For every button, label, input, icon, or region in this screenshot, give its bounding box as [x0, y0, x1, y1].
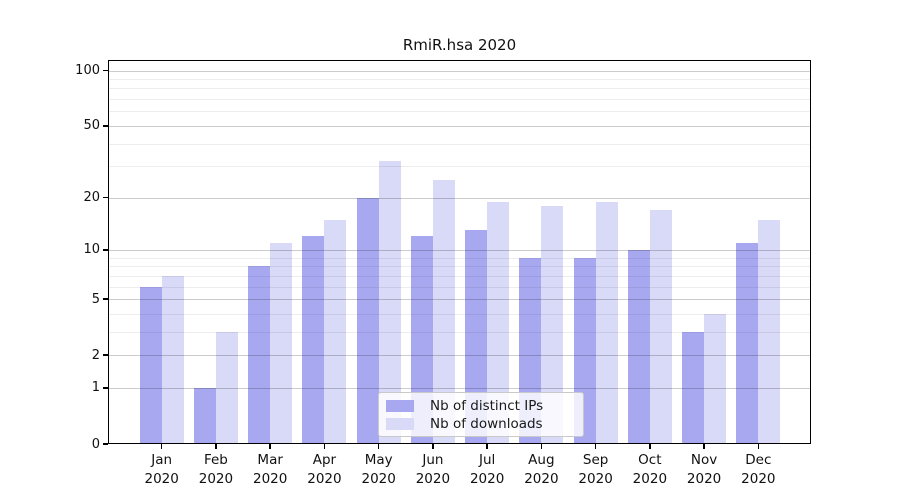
gridline-major-1: [108, 387, 811, 389]
bar-distinct-ips-oct: [627, 249, 650, 443]
bar-downloads-jan: [161, 275, 184, 443]
bar-distinct-ips-mar: [248, 266, 271, 443]
x-tick-sep: [594, 444, 597, 449]
x-tick-aug: [540, 444, 543, 449]
bar-downloads-nov: [704, 313, 727, 443]
gridline-minor-8: [108, 266, 811, 268]
x-tick-oct: [649, 444, 651, 449]
bar-downloads-feb: [215, 331, 238, 443]
x-tick-feb: [215, 444, 217, 449]
x-tick-label-may: May 2020: [361, 452, 396, 487]
gridline-minor-40: [108, 143, 811, 145]
x-tick-apr: [323, 444, 326, 449]
x-tick-jan: [160, 444, 163, 449]
y-tick-label-0: 0: [91, 436, 100, 452]
legend-row-downloads: Nb of downloads: [386, 417, 583, 431]
x-tick-jul: [486, 444, 488, 449]
bar-distinct-ips-jun: [410, 236, 433, 443]
gridline-minor-6: [108, 286, 811, 288]
y-tick-5: [103, 298, 108, 300]
y-tick-1: [103, 387, 108, 389]
x-tick-mar: [269, 444, 271, 449]
bar-distinct-ips-may: [356, 197, 379, 443]
x-tick-label-jun: Jun 2020: [415, 452, 451, 487]
bar-downloads-jul: [487, 201, 510, 443]
bar-downloads-aug: [541, 205, 564, 443]
x-tick-label-jul: Jul 2020: [469, 452, 505, 487]
y-tick-10: [103, 249, 108, 251]
bar-downloads-may: [378, 161, 401, 443]
legend: Nb of distinct IPs Nb of downloads: [378, 392, 584, 437]
chart-title: RmiR.hsa 2020: [402, 36, 517, 54]
x-tick-dec: [757, 444, 760, 449]
legend-label-distinct-ips: Nb of distinct IPs: [430, 397, 544, 414]
bar-downloads-dec: [758, 219, 781, 443]
bar-downloads-mar: [270, 242, 293, 443]
gridline-major-5: [108, 299, 811, 301]
gridline-minor-60: [108, 111, 811, 113]
bar-downloads-oct: [649, 210, 672, 443]
gridline-minor-90: [108, 79, 811, 81]
x-tick-label-aug: Aug 2020: [524, 452, 559, 487]
y-tick-50: [103, 125, 108, 127]
x-tick-label-mar: Mar 2020: [252, 452, 288, 487]
bar-downloads-apr: [324, 219, 347, 443]
legend-swatch-downloads: [386, 417, 414, 430]
gridline-minor-30: [108, 166, 811, 168]
bar-distinct-ips-apr: [302, 236, 325, 443]
gridline-minor-70: [108, 99, 811, 101]
bar-distinct-ips-dec: [736, 242, 759, 443]
x-tick-jun: [432, 444, 434, 449]
y-tick-label-50: 50: [83, 118, 100, 134]
x-tick-label-sep: Sep 2020: [578, 452, 613, 487]
gridline-major-2: [108, 355, 811, 357]
gridline-minor-80: [108, 88, 811, 90]
legend-label-downloads: Nb of downloads: [430, 415, 543, 432]
legend-swatch-distinct-ips: [386, 399, 414, 412]
bar-distinct-ips-jan: [139, 286, 162, 443]
y-tick-label-10: 10: [83, 242, 100, 258]
y-tick-100: [103, 69, 108, 72]
y-tick-0: [103, 443, 108, 445]
gridline-minor-4: [108, 313, 811, 315]
bar-distinct-ips-nov: [682, 331, 705, 443]
bar-distinct-ips-jul: [465, 230, 488, 443]
x-tick-label-oct: Oct 2020: [632, 452, 668, 487]
gridline-major-10: [108, 249, 811, 251]
y-tick-label-2: 2: [91, 347, 100, 363]
y-tick-label-1: 1: [91, 380, 100, 396]
gridline-minor-3: [108, 331, 811, 333]
gridline-minor-9: [108, 257, 811, 259]
y-tick-20: [103, 196, 108, 199]
x-tick-label-nov: Nov 2020: [686, 452, 722, 487]
x-tick-label-jan: Jan 2020: [144, 452, 179, 487]
gridline-major-50: [108, 125, 811, 127]
x-tick-label-apr: Apr 2020: [307, 452, 342, 487]
y-tick-2: [103, 354, 108, 356]
gridline-minor-7: [108, 275, 811, 277]
x-tick-label-dec: Dec 2020: [741, 452, 776, 487]
y-tick-label-100: 100: [75, 63, 100, 79]
bar-distinct-ips-feb: [193, 387, 216, 443]
x-tick-nov: [703, 444, 705, 449]
gridline-major-20: [108, 197, 811, 199]
legend-row-distinct-ips: Nb of distinct IPs: [386, 399, 583, 413]
x-tick-label-feb: Feb 2020: [198, 452, 234, 487]
gridline-major-100: [108, 70, 811, 72]
bar-downloads-jun: [432, 180, 455, 443]
y-tick-label-20: 20: [83, 190, 100, 206]
y-tick-label-5: 5: [91, 291, 100, 307]
x-tick-may: [377, 444, 380, 449]
bar-downloads-sep: [595, 201, 618, 443]
